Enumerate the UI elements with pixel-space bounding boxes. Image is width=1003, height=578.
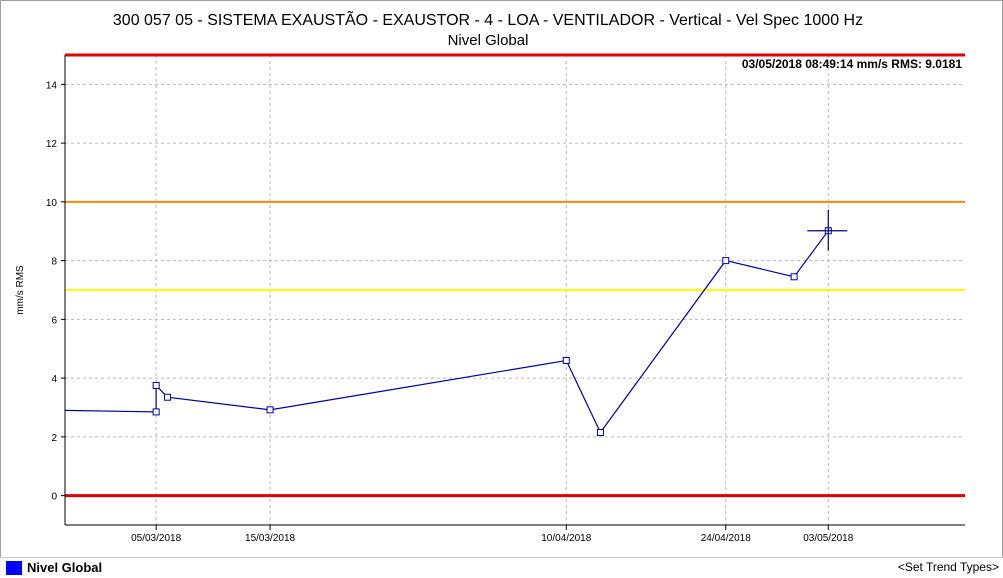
chart-subtitle: Nivel Global: [447, 32, 529, 49]
x-tick-label: 15/03/2018: [245, 533, 295, 544]
legend-swatch: [6, 561, 22, 575]
x-tick-label: 03/05/2018: [803, 533, 853, 544]
y-tick-label: 14: [46, 80, 58, 91]
x-tick-label: 05/03/2018: [131, 533, 181, 544]
cursor[interactable]: [807, 209, 848, 251]
y-tick-label: 8: [51, 257, 57, 268]
chart-title: 300 057 05 - SISTEMA EXAUSTÃO - EXAUSTOR…: [112, 12, 864, 29]
axes: 0 2 4 6 8 10 12 14 05/03/2018 15/03/2018 10/04/201…: [46, 55, 965, 544]
trend-chart[interactable]: 0 2 4 6 8 10 12 14 05/03/2018 15/03/2018 10/04/201…: [0, 0, 1003, 556]
data-point-marker[interactable]: [722, 257, 730, 265]
data-point-marker[interactable]: [562, 357, 570, 364]
y-tick-label: 2: [51, 433, 57, 444]
data-point-marker[interactable]: [164, 393, 172, 401]
y-tick-label: 12: [46, 139, 58, 150]
cursor-readout: 03/05/2018 08:49:14 mm/s RMS: 9.0181: [742, 57, 962, 71]
y-tick-label: 4: [51, 374, 57, 385]
legend-bar: Nivel Global <Set Trend Types>: [0, 557, 1003, 578]
data-point-marker[interactable]: [266, 406, 274, 414]
alarm-thresholds: [65, 53, 965, 498]
series-nivel-global: [64, 227, 832, 436]
x-tick-label: 10/04/2018: [541, 533, 591, 544]
set-trend-types-link[interactable]: <Set Trend Types>: [897, 560, 999, 574]
legend-label: Nivel Global: [27, 560, 103, 575]
y-tick-label: 6: [51, 315, 57, 326]
data-point-marker[interactable]: [790, 273, 798, 281]
series-line: [64, 230, 829, 434]
y-axis-label: mm/s RMS: [15, 265, 26, 315]
data-point-marker[interactable]: [152, 408, 160, 416]
y-tick-label: 10: [46, 198, 58, 209]
y-tick-label: 0: [51, 492, 57, 503]
x-tick-label: 24/04/2018: [701, 533, 751, 544]
data-point-marker[interactable]: [596, 428, 604, 436]
data-point-marker[interactable]: [152, 381, 160, 389]
